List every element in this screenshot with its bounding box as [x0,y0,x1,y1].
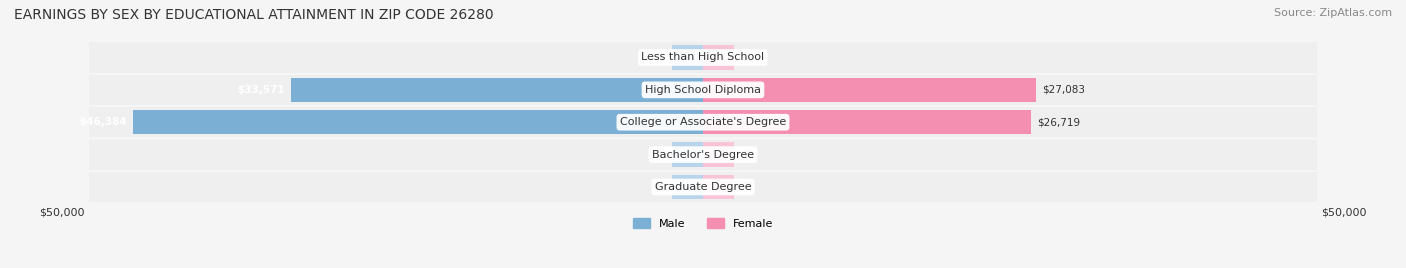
Legend: Male, Female: Male, Female [628,214,778,233]
Bar [134,110,703,134]
Bar [89,107,1317,137]
Bar [703,175,734,199]
Text: $50,000: $50,000 [1320,207,1367,217]
Text: $0: $0 [652,53,666,62]
Bar [89,140,1317,170]
Text: $0: $0 [740,53,754,62]
Text: $0: $0 [652,182,666,192]
Text: $33,571: $33,571 [236,85,284,95]
Bar [672,143,703,167]
Bar [291,78,703,102]
Bar [703,143,734,167]
Bar [703,45,734,70]
Text: $50,000: $50,000 [39,207,86,217]
Text: High School Diploma: High School Diploma [645,85,761,95]
Bar [703,110,1031,134]
Bar [672,175,703,199]
Text: EARNINGS BY SEX BY EDUCATIONAL ATTAINMENT IN ZIP CODE 26280: EARNINGS BY SEX BY EDUCATIONAL ATTAINMEN… [14,8,494,22]
Bar [672,45,703,70]
Text: $46,384: $46,384 [79,117,127,127]
Bar [89,75,1317,105]
Bar [89,172,1317,202]
Text: Source: ZipAtlas.com: Source: ZipAtlas.com [1274,8,1392,18]
Text: $0: $0 [652,150,666,160]
Bar [89,42,1317,73]
Text: Bachelor's Degree: Bachelor's Degree [652,150,754,160]
Text: $27,083: $27,083 [1042,85,1085,95]
Text: $0: $0 [740,150,754,160]
Text: Less than High School: Less than High School [641,53,765,62]
Text: College or Associate's Degree: College or Associate's Degree [620,117,786,127]
Bar [703,78,1036,102]
Text: $26,719: $26,719 [1038,117,1081,127]
Text: $0: $0 [740,182,754,192]
Text: Graduate Degree: Graduate Degree [655,182,751,192]
